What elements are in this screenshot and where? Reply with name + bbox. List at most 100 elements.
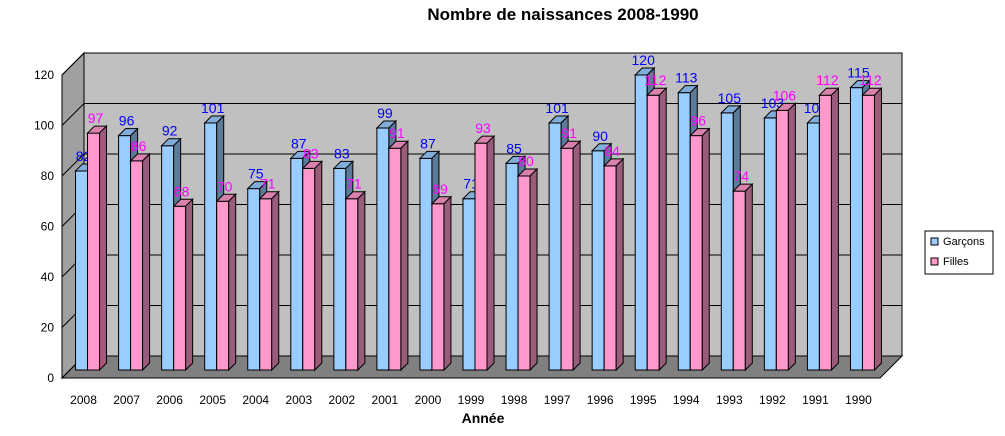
bar-filles — [129, 152, 151, 372]
bar-front — [763, 117, 777, 371]
plot-area: 0204060801001208297200896862007926820061… — [34, 51, 904, 407]
bar-filles — [602, 157, 625, 372]
bar-filles — [387, 140, 410, 372]
bar-front — [861, 94, 875, 371]
data-label: 113 — [675, 70, 698, 86]
bar-filles — [516, 167, 539, 372]
data-label: 112 — [859, 72, 882, 88]
legend-swatch — [930, 237, 939, 246]
bar-front — [560, 147, 574, 371]
bar-side — [228, 193, 237, 372]
data-label: 101 — [201, 100, 225, 116]
bar-filles — [473, 134, 496, 372]
data-label: 91 — [561, 125, 577, 141]
x-tick-label: 1992 — [759, 393, 786, 407]
bar-front — [849, 87, 863, 371]
bar-front — [173, 205, 187, 371]
data-label: 70 — [217, 178, 233, 194]
x-tick-label: 1996 — [587, 393, 614, 407]
bar-side — [572, 140, 581, 372]
legend-label: Garçons — [943, 236, 985, 248]
data-label: 90 — [592, 128, 608, 144]
bar-filles — [559, 140, 582, 372]
data-label: 71 — [346, 176, 362, 192]
bar-front — [689, 135, 703, 371]
bar-side — [873, 86, 882, 372]
bar-side — [185, 198, 194, 372]
x-axis-label: Année — [462, 410, 505, 426]
bar-front — [419, 157, 433, 371]
data-label: 71 — [260, 176, 276, 192]
data-label: 93 — [475, 120, 491, 136]
x-tick-label: 2006 — [156, 393, 183, 407]
bar-side — [615, 157, 624, 372]
y-tick-label: 120 — [34, 68, 54, 82]
bar-side — [486, 134, 495, 372]
x-tick-label: 2001 — [372, 393, 399, 407]
data-label: 106 — [773, 87, 797, 103]
data-label: 80 — [518, 153, 534, 169]
gridline — [61, 153, 902, 177]
bar-front — [732, 190, 746, 371]
bar-filles — [732, 182, 754, 372]
x-tick-label: 1995 — [630, 393, 657, 407]
data-label: 99 — [377, 105, 393, 121]
data-label: 105 — [718, 90, 742, 106]
bar-filles — [689, 127, 711, 372]
gridline — [61, 52, 902, 76]
legend: Garçons Filles — [924, 230, 994, 275]
bar-front — [87, 132, 101, 371]
x-tick-label: 1997 — [544, 393, 571, 407]
y-tick-label: 20 — [41, 321, 55, 335]
data-label: 85 — [506, 140, 522, 156]
bar-front — [216, 200, 230, 371]
bar-front — [431, 203, 445, 371]
bar-front — [591, 150, 605, 371]
bar-front — [505, 162, 519, 371]
bar-filles — [861, 86, 883, 372]
bar-front — [818, 94, 832, 371]
bar-filles — [215, 193, 237, 372]
data-label: 83 — [334, 145, 350, 161]
data-label: 87 — [291, 135, 307, 151]
bar-side — [529, 167, 538, 372]
data-label: 92 — [162, 123, 178, 139]
bar-side — [314, 160, 323, 372]
x-tick-label: 2000 — [415, 393, 442, 407]
data-label: 97 — [88, 110, 104, 126]
y-tick-label: 80 — [41, 169, 55, 183]
bar-front — [161, 145, 175, 371]
bar-front — [345, 198, 359, 371]
bar-side — [701, 127, 710, 372]
data-label: 101 — [545, 100, 569, 116]
bar-front — [474, 142, 488, 371]
bar-side — [443, 195, 452, 372]
bar-front — [247, 188, 261, 371]
x-tick-label: 2002 — [328, 393, 355, 407]
bar-side — [271, 190, 280, 372]
x-tick-label: 1991 — [802, 393, 829, 407]
bar-side — [357, 190, 366, 372]
x-tick-label: 2008 — [70, 393, 97, 407]
data-label: 96 — [690, 113, 706, 129]
x-tick-label: 2003 — [285, 393, 312, 407]
bar-filles — [344, 190, 367, 372]
bar-front — [634, 74, 648, 371]
data-label: 96 — [119, 113, 135, 129]
y-tick-label: 60 — [41, 220, 55, 234]
data-label: 86 — [131, 138, 147, 154]
data-label: 83 — [303, 145, 319, 161]
legend-swatch — [930, 257, 939, 266]
bar-front — [646, 94, 660, 371]
bar-front — [806, 122, 820, 371]
x-tick-label: 1999 — [458, 393, 485, 407]
bar-side — [787, 102, 796, 372]
gridline — [61, 103, 902, 126]
y-tick-label: 40 — [41, 270, 55, 284]
bar-front — [677, 92, 691, 371]
bar-front — [75, 170, 89, 371]
bar-filles — [172, 198, 194, 372]
y-tick-label: 100 — [34, 119, 54, 133]
data-label: 84 — [604, 143, 620, 159]
